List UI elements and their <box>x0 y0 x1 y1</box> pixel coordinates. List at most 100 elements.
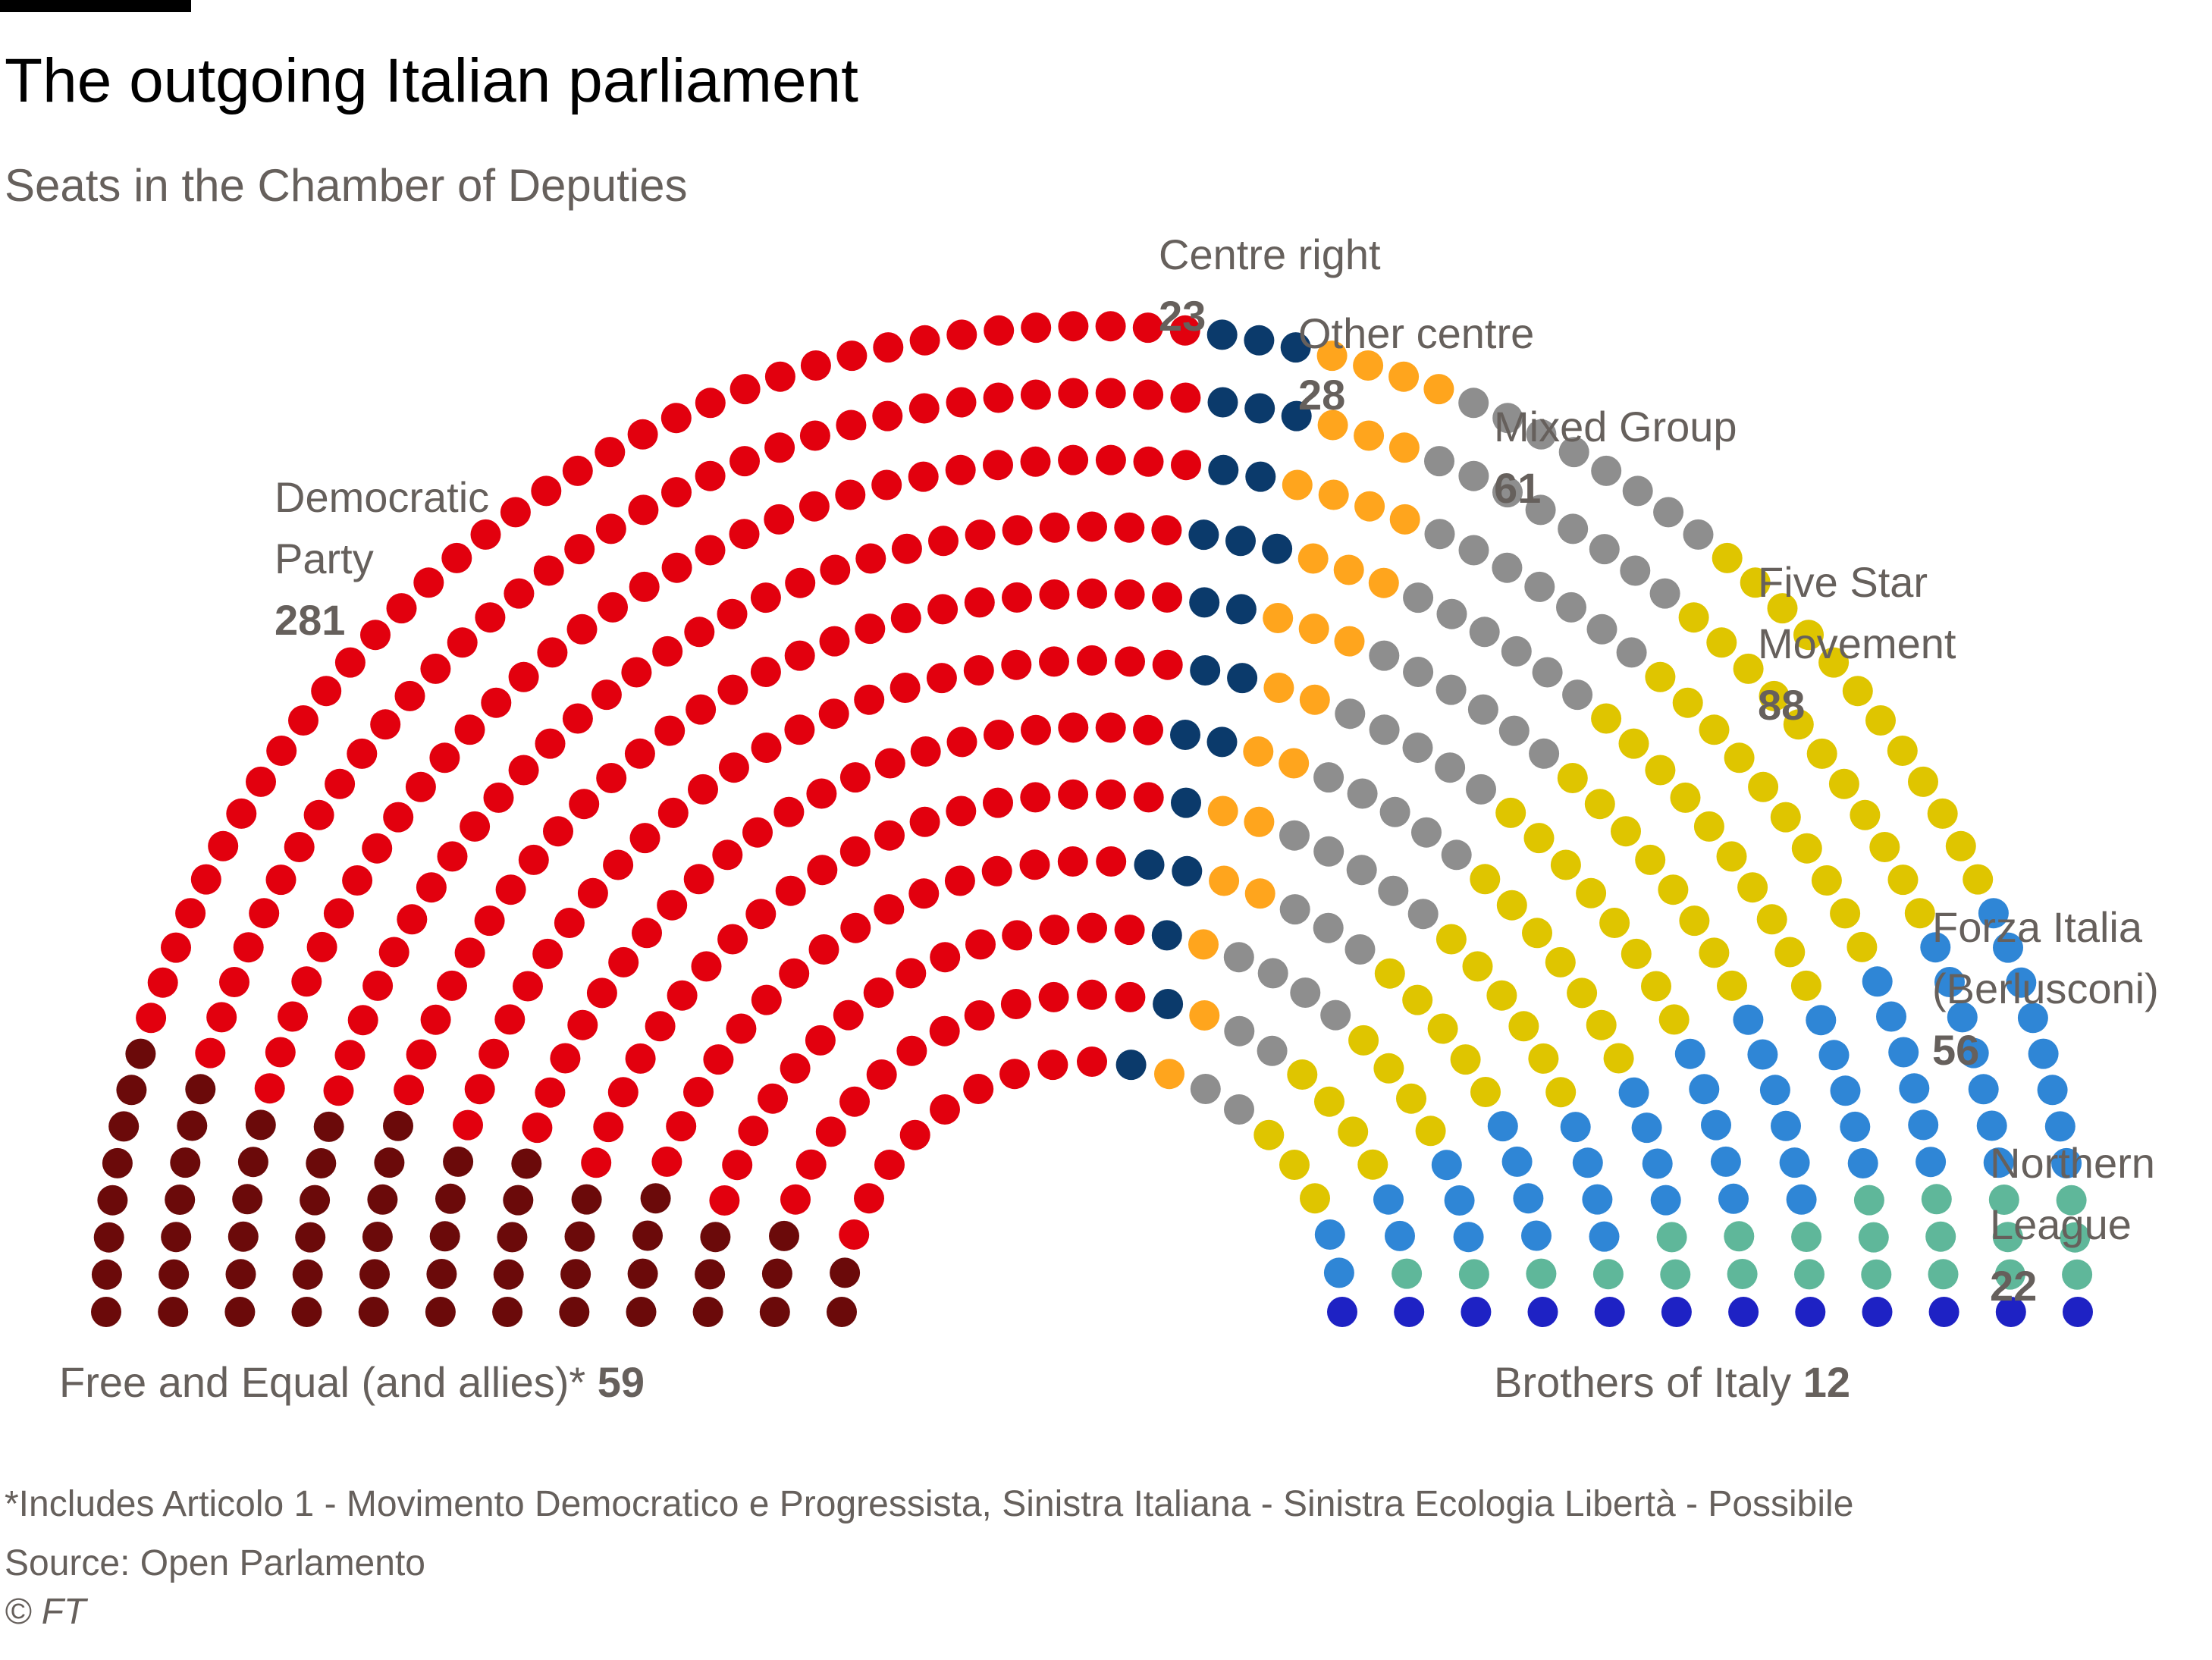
seat-party-1 <box>863 977 894 1008</box>
seat-party-1 <box>683 1077 714 1107</box>
seat-party-1 <box>508 661 539 692</box>
seat-party-6 <box>1888 1037 1919 1068</box>
seat-party-4 <box>1467 694 1498 725</box>
seat-party-1 <box>1133 446 1164 477</box>
label-northern-league-line1: Northern <box>1990 1139 2155 1187</box>
seat-party-1 <box>249 898 280 929</box>
seat-party-2 <box>1206 726 1238 758</box>
seat-party-1 <box>627 419 658 450</box>
seat-party-7 <box>1928 1259 1959 1290</box>
seat-party-1 <box>836 410 867 441</box>
seat-party-1 <box>608 946 639 977</box>
value-other-centre: 28 <box>1298 371 1345 419</box>
seat-party-1 <box>807 855 838 886</box>
seat-party-1 <box>684 617 715 648</box>
seat-party-5 <box>1314 1086 1344 1117</box>
seat-party-6 <box>1323 1257 1354 1288</box>
seat-party-1 <box>535 1077 566 1108</box>
seat-party-5 <box>1522 918 1552 949</box>
seat-party-6 <box>1487 1111 1518 1142</box>
seat-party-2 <box>1153 989 1184 1019</box>
seat-party-4 <box>1313 762 1344 793</box>
seat-party-1 <box>629 823 660 854</box>
seat-party-1 <box>910 736 941 767</box>
seat-party-1 <box>303 799 334 830</box>
seat-party-2 <box>1244 325 1275 356</box>
seat-party-5 <box>1557 763 1588 793</box>
value-democratic-party: 281 <box>275 596 345 644</box>
seat-party-3 <box>1388 432 1420 463</box>
seat-party-6 <box>1513 1183 1544 1214</box>
seat-party-1 <box>161 932 191 963</box>
seat-party-1 <box>478 1038 510 1069</box>
seat-party-6 <box>1786 1184 1817 1215</box>
seat-party-2 <box>1281 400 1312 431</box>
seat-party-1 <box>795 1149 827 1180</box>
seat-party-1 <box>136 1003 167 1034</box>
seat-party-1 <box>632 918 662 949</box>
seat-party-1 <box>839 1086 870 1117</box>
seat-party-1 <box>420 653 451 684</box>
seat-party-1 <box>899 1119 930 1150</box>
label-five-star-line1: Five Star <box>1758 558 1928 606</box>
seat-party-6 <box>2037 1075 2068 1106</box>
seat-party-3 <box>1354 491 1385 522</box>
seat-party-7 <box>1921 1184 1952 1215</box>
seat-party-5 <box>1850 799 1881 830</box>
seat-party-0 <box>102 1147 133 1178</box>
label-five-star-line2: Movement <box>1758 620 1956 667</box>
seat-party-1 <box>378 937 409 968</box>
seat-party-1 <box>190 864 221 895</box>
seat-party-1 <box>1095 311 1126 342</box>
seat-party-6 <box>2028 1038 2059 1069</box>
seat-party-2 <box>1172 855 1203 886</box>
seat-party-4 <box>1616 637 1647 668</box>
seat-party-5 <box>1790 970 1821 1001</box>
seat-party-1 <box>820 554 851 585</box>
seat-party-1 <box>531 475 562 507</box>
seat-party-4 <box>1469 617 1500 648</box>
seat-party-1 <box>591 679 622 711</box>
seat-party-2 <box>1189 587 1220 618</box>
seat-party-1 <box>454 714 485 745</box>
seat-party-3 <box>1189 1000 1220 1031</box>
seat-party-1 <box>474 905 505 937</box>
seat-party-6 <box>1947 1002 1978 1033</box>
seat-party-6 <box>1521 1220 1552 1251</box>
seat-party-2 <box>1207 387 1238 418</box>
seat-party-7 <box>1861 1259 1892 1290</box>
seat-party-1 <box>657 797 689 828</box>
seat-party-5 <box>1300 1183 1330 1214</box>
seat-party-1 <box>729 446 760 477</box>
seat-party-5 <box>1865 705 1896 736</box>
seat-party-0 <box>295 1222 326 1253</box>
seat-party-0 <box>435 1183 466 1214</box>
seat-party-1 <box>866 1059 897 1090</box>
seat-party-1 <box>855 613 886 645</box>
seat-party-1 <box>495 874 526 905</box>
seat-party-0 <box>177 1110 208 1141</box>
seat-party-6 <box>1830 1075 1861 1106</box>
seat-party-3 <box>1209 865 1240 896</box>
seat-party-1 <box>819 626 850 657</box>
seat-party-5 <box>1927 798 1958 829</box>
seat-party-2 <box>1227 663 1258 694</box>
seat-party-5 <box>1791 833 1822 864</box>
seat-party-0 <box>374 1147 405 1178</box>
seat-party-1 <box>1020 379 1051 410</box>
seat-party-5 <box>1830 898 1861 929</box>
seat-party-1 <box>1095 444 1126 475</box>
seat-party-8 <box>1594 1297 1625 1327</box>
seat-party-0 <box>695 1259 726 1290</box>
seat-party-5 <box>1774 937 1806 968</box>
seat-party-1 <box>981 855 1012 886</box>
seat-party-6 <box>1876 1001 1906 1032</box>
seat-party-1 <box>963 655 994 686</box>
seat-party-6 <box>2051 1147 2082 1178</box>
seat-party-7 <box>2056 1185 2087 1216</box>
seat-party-1 <box>1115 646 1145 677</box>
seat-party-2 <box>1280 332 1311 363</box>
seat-party-8 <box>1928 1297 1959 1327</box>
seat-party-1 <box>784 640 815 671</box>
seat-party-4 <box>1562 679 1593 711</box>
